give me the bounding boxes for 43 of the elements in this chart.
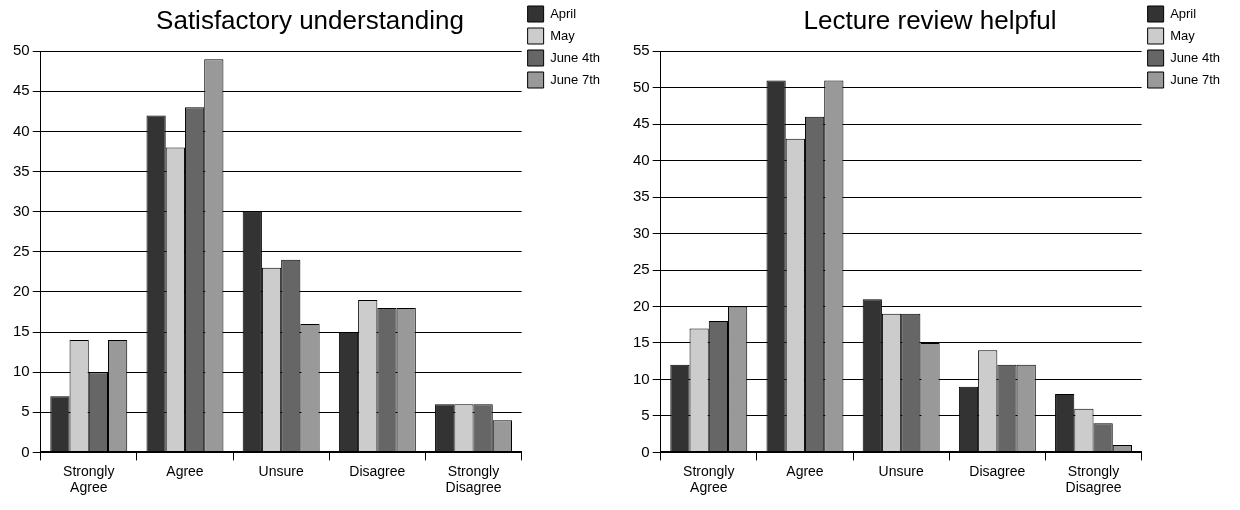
y-tick-label: 25 xyxy=(13,241,30,259)
y-tick-label: 15 xyxy=(633,333,650,351)
y-tick-label: 40 xyxy=(13,121,30,139)
y-tick-label: 45 xyxy=(13,81,30,99)
legend-label: June 7th xyxy=(1170,71,1220,87)
y-tick-label: 0 xyxy=(21,442,30,460)
x-tick-label: Strongly Agree xyxy=(683,462,735,496)
y-tick-label: 25 xyxy=(633,260,650,278)
y-tick-label: 35 xyxy=(13,161,30,179)
y-tick-label: 20 xyxy=(13,282,30,300)
y-tick-label: 40 xyxy=(633,150,650,168)
x-tick-label: Agree xyxy=(786,462,824,479)
legend-label: April xyxy=(550,5,577,21)
x-tick-label: Strongly Disagree xyxy=(445,462,502,496)
legend-label: May xyxy=(1170,27,1196,43)
y-tick-label: 55 xyxy=(633,41,650,59)
x-tick-label: Strongly Agree xyxy=(63,462,115,496)
y-tick-label: 30 xyxy=(633,223,650,241)
chart-title: Lecture review helpful xyxy=(803,4,1057,35)
y-tick-label: 15 xyxy=(13,322,30,340)
legend-label: June 4th xyxy=(550,49,600,65)
x-tick-label: Unsure xyxy=(258,462,304,479)
legend-label: April xyxy=(1170,5,1197,21)
x-tick-label: Disagree xyxy=(969,462,1026,479)
y-tick-label: 45 xyxy=(633,114,650,132)
chart-title: Satisfactory understanding xyxy=(156,4,464,35)
x-tick-label: Agree xyxy=(166,462,204,479)
y-tick-label: 5 xyxy=(641,406,650,424)
y-tick-label: 30 xyxy=(13,201,30,219)
y-tick-label: 10 xyxy=(633,369,650,387)
y-tick-label: 20 xyxy=(633,296,650,314)
legend-label: June 4th xyxy=(1170,49,1220,65)
y-tick-label: 50 xyxy=(633,77,650,95)
x-tick-label: Unsure xyxy=(878,462,924,479)
y-tick-label: 50 xyxy=(13,41,30,59)
y-tick-label: 35 xyxy=(633,187,650,205)
y-tick-label: 10 xyxy=(13,362,30,380)
x-tick-label: Strongly Disagree xyxy=(1065,462,1122,496)
legend-label: May xyxy=(550,27,576,43)
y-tick-label: 5 xyxy=(21,402,30,420)
legend-label: June 7th xyxy=(550,71,600,87)
y-tick-label: 0 xyxy=(641,442,650,460)
x-tick-label: Disagree xyxy=(349,462,406,479)
